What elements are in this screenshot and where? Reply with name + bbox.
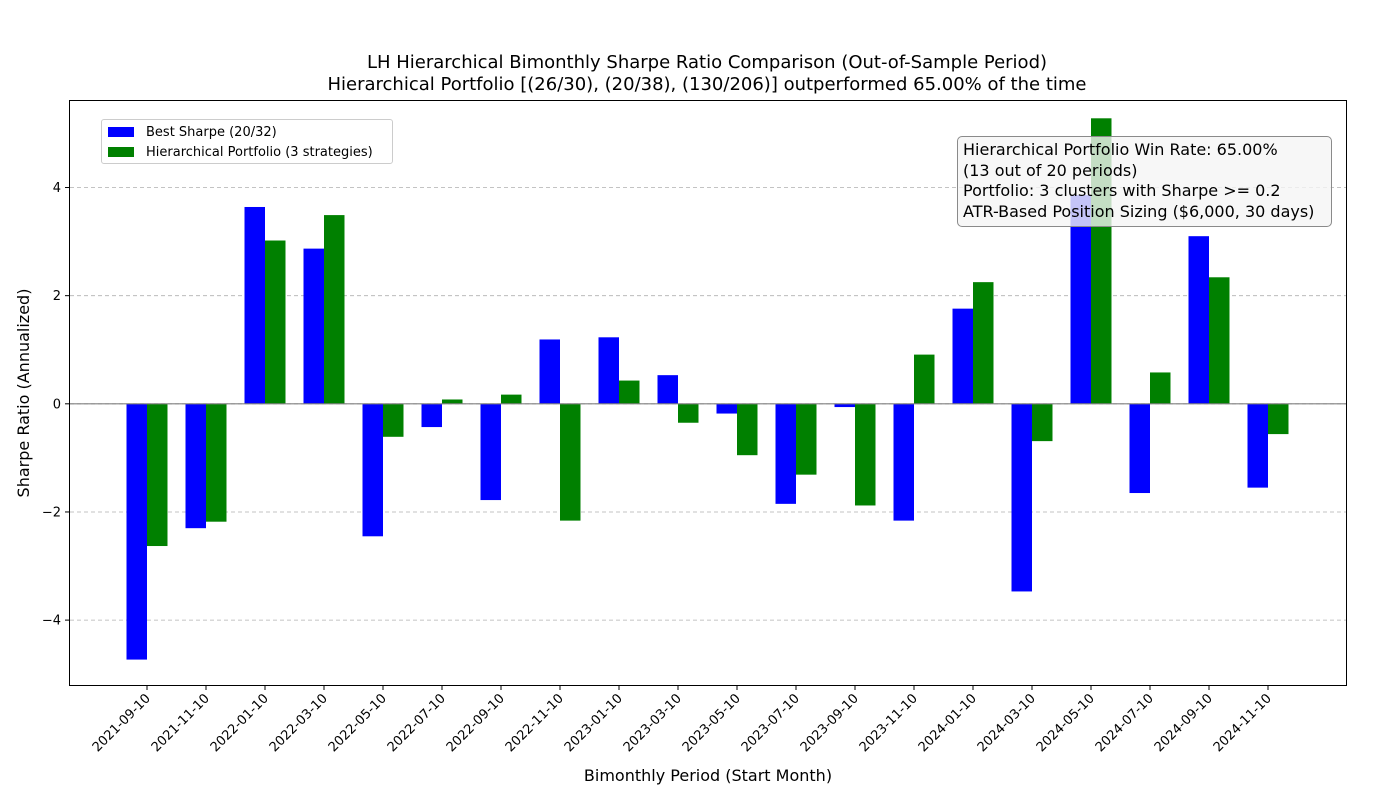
bar-hierarchical-portfolio [796, 403, 817, 475]
x-tick-label: 2023-03-10 [621, 691, 685, 755]
annotation-line: (13 out of 20 periods) [963, 160, 1138, 180]
bar-best-sharpe [362, 403, 383, 537]
bar-best-sharpe [834, 403, 855, 408]
x-tick-label: 2023-11-10 [857, 691, 921, 755]
bar-hierarchical-portfolio [973, 282, 994, 404]
y-tick-label: −4 [42, 614, 61, 629]
y-tick-label: 2 [53, 289, 61, 304]
bar-best-sharpe [775, 403, 796, 504]
x-tick-label: 2023-01-10 [562, 691, 626, 755]
legend-label: Best Sharpe (20/32) [146, 124, 277, 140]
bar-hierarchical-portfolio [147, 403, 168, 547]
x-tick-label: 2022-11-10 [503, 691, 567, 755]
x-tick-label: 2024-07-10 [1093, 691, 1157, 755]
bar-best-sharpe [421, 403, 442, 428]
x-axis-label: Bimonthly Period (Start Month) [584, 766, 832, 785]
x-tick-label: 2023-05-10 [680, 691, 744, 755]
bar-best-sharpe [126, 403, 147, 660]
legend-label: Hierarchical Portfolio (3 strategies) [146, 144, 373, 160]
x-tick-label: 2024-01-10 [916, 691, 980, 755]
plot-frame [69, 100, 1347, 686]
legend-item-hierarchical-portfolio: Hierarchical Portfolio (3 strategies) [108, 143, 373, 161]
bar-hierarchical-portfolio [265, 240, 286, 404]
bar-best-sharpe [893, 403, 914, 521]
x-tick-label: 2022-07-10 [385, 691, 449, 755]
bar-hierarchical-portfolio [206, 403, 227, 522]
win-rate-annotation: Hierarchical Portfolio Win Rate: 65.00% … [957, 136, 1332, 227]
annotation-line: ATR-Based Position Sizing ($6,000, 30 da… [963, 201, 1315, 221]
x-axis-ticks: 2021-09-102021-11-102022-01-102022-03-10… [90, 685, 1275, 755]
bar-best-sharpe [1011, 403, 1032, 592]
bar-hierarchical-portfolio [855, 403, 876, 506]
x-tick-label: 2024-09-10 [1152, 691, 1216, 755]
x-tick-label: 2021-09-10 [90, 691, 154, 755]
bars-group [126, 118, 1289, 660]
bar-best-sharpe [657, 375, 678, 404]
x-tick-label: 2022-03-10 [267, 691, 331, 755]
chart-subtitle: Hierarchical Portfolio [(26/30), (20/38)… [327, 74, 1087, 95]
legend: Best Sharpe (20/32) Hierarchical Portfol… [101, 119, 393, 164]
bar-hierarchical-portfolio [1150, 372, 1171, 404]
x-tick-label: 2023-07-10 [739, 691, 803, 755]
annotation-line: Hierarchical Portfolio Win Rate: 65.00% [963, 140, 1278, 159]
x-tick-label: 2023-09-10 [798, 691, 862, 755]
bar-hierarchical-portfolio [619, 380, 640, 404]
bar-hierarchical-portfolio [442, 399, 463, 404]
y-axis-ticks: −4 −2 0 2 4 [42, 181, 70, 629]
legend-swatch-green [108, 147, 134, 157]
bar-hierarchical-portfolio [501, 394, 522, 404]
bar-best-sharpe [244, 206, 265, 404]
bar-hierarchical-portfolio [383, 403, 404, 437]
x-tick-label: 2024-03-10 [975, 691, 1039, 755]
bar-best-sharpe [598, 337, 619, 404]
bar-best-sharpe [185, 403, 206, 529]
y-axis-label: Sharpe Ratio (Annualized) [14, 289, 33, 498]
bar-best-sharpe [539, 339, 560, 404]
bar-best-sharpe [1247, 403, 1268, 488]
bar-hierarchical-portfolio [1032, 403, 1053, 442]
chart-title: LH Hierarchical Bimonthly Sharpe Ratio C… [366, 52, 1048, 73]
legend-swatch-blue [108, 127, 134, 137]
bar-best-sharpe [716, 403, 737, 414]
x-tick-label: 2024-11-10 [1211, 691, 1275, 755]
bar-hierarchical-portfolio [324, 215, 345, 404]
x-tick-label: 2022-09-10 [444, 691, 508, 755]
bar-hierarchical-portfolio [1209, 277, 1230, 404]
bar-best-sharpe [952, 308, 973, 404]
bar-hierarchical-portfolio [914, 354, 935, 404]
x-tick-label: 2022-01-10 [208, 691, 272, 755]
legend-item-best-sharpe: Best Sharpe (20/32) [108, 123, 277, 141]
bar-best-sharpe [1188, 236, 1209, 404]
bar-best-sharpe [1129, 403, 1150, 494]
annotation-line: Portfolio: 3 clusters with Sharpe >= 0.2 [963, 181, 1281, 200]
bar-hierarchical-portfolio [560, 403, 581, 521]
bar-hierarchical-portfolio [678, 403, 699, 423]
x-tick-label: 2024-05-10 [1034, 691, 1098, 755]
bar-hierarchical-portfolio [1268, 403, 1289, 435]
y-tick-label: −2 [42, 505, 61, 520]
bar-hierarchical-portfolio [737, 403, 758, 456]
x-tick-label: 2021-11-10 [149, 691, 213, 755]
y-tick-label: 4 [53, 181, 61, 196]
bar-best-sharpe [303, 248, 324, 404]
bar-best-sharpe [480, 403, 501, 501]
y-tick-label: 0 [53, 397, 61, 412]
bar-best-sharpe [1070, 195, 1091, 404]
x-tick-label: 2022-05-10 [326, 691, 390, 755]
